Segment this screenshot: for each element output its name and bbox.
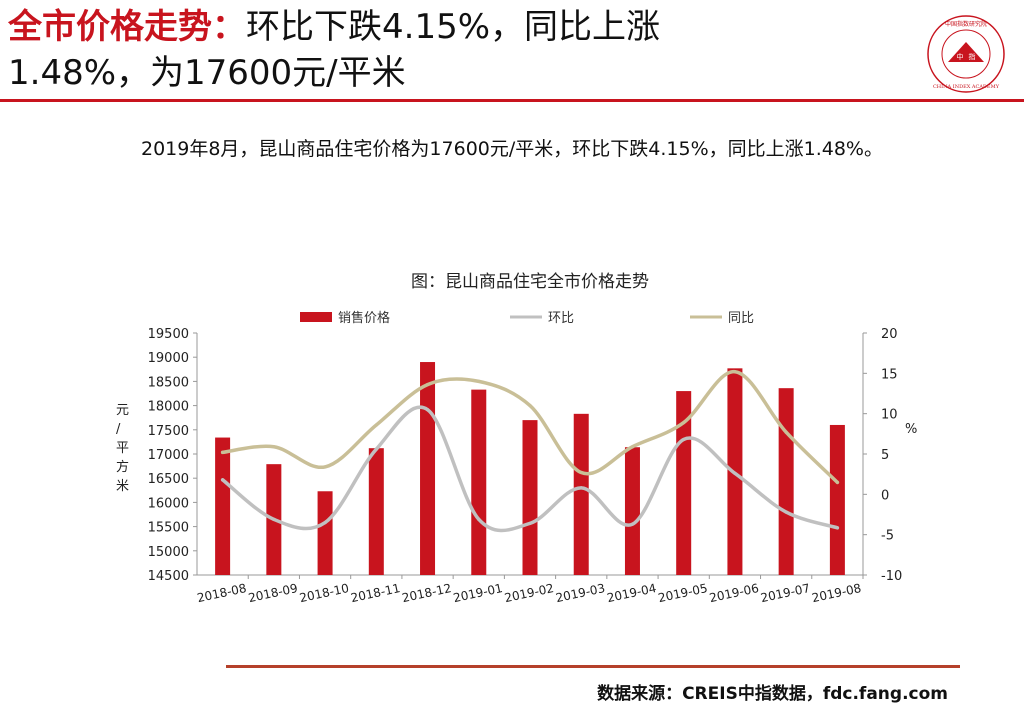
x-tick-label-9: 2019-05 — [657, 581, 709, 605]
point-mom-2018-11 — [374, 447, 378, 451]
x-tick-label-6: 2019-02 — [503, 581, 555, 605]
x-tick-label-7: 2019-03 — [554, 581, 606, 605]
bar-2019-01 — [471, 389, 487, 575]
point-yoy-2018-08 — [221, 450, 225, 454]
x-tick-label-0: 2018-08 — [196, 581, 248, 605]
y2-tick-label-4: 10 — [881, 408, 898, 423]
title-divider — [0, 99, 1024, 102]
bar-2019-03 — [573, 413, 589, 575]
point-mom-2019-07 — [784, 510, 788, 514]
logo-center-a: 中 — [957, 52, 964, 61]
point-mom-2019-03 — [579, 486, 583, 490]
price-trend-chart: 图：昆山商品住宅全市价格走势销售价格 环比 同比 14500 15000 15500 160… — [100, 262, 930, 622]
y2-tick-label-2: 0 — [881, 488, 889, 503]
bar-2018-11 — [368, 448, 384, 575]
logo-text-en: CHINA INDEX ACADEMY — [933, 84, 1000, 90]
point-yoy-2019-02 — [528, 404, 532, 408]
legend-label-1: 环比 — [548, 311, 574, 326]
x-tick-label-1: 2018-09 — [247, 581, 299, 605]
point-mom-2019-05 — [682, 437, 686, 442]
point-yoy-2019-08 — [835, 480, 839, 484]
point-yoy-2019-03 — [579, 470, 583, 475]
point-yoy-2019-01 — [477, 379, 481, 383]
y-tick-label-7: 18000 — [148, 400, 189, 415]
point-yoy-2019-06 — [733, 370, 737, 374]
chart-title: 图：昆山商品住宅全市价格走势 — [411, 272, 649, 292]
y2-tick-label-5: 15 — [881, 367, 898, 382]
y-tick-label-9: 19000 — [148, 351, 189, 366]
point-yoy-2019-07 — [784, 430, 788, 434]
point-mom-2019-01 — [477, 517, 481, 521]
x-tick-label-4: 2018-12 — [401, 581, 453, 605]
point-yoy-2018-12 — [425, 383, 430, 387]
x-tick-label-11: 2019-07 — [759, 581, 811, 605]
y-tick-label-0: 14500 — [148, 569, 189, 584]
bar-2018-08 — [215, 437, 231, 575]
point-yoy-2018-10 — [323, 465, 327, 469]
footer-divider — [226, 665, 960, 668]
y-tick-label-5: 17000 — [148, 448, 189, 463]
point-yoy-2018-11 — [374, 423, 378, 427]
point-mom-2019-06 — [733, 471, 737, 475]
china-index-academy-logo: 中国指数研究院 中 指 CHINA INDEX ACADEMY — [927, 15, 1005, 93]
y2-tick-label-0: -10 — [881, 569, 902, 584]
bar-2018-10 — [317, 491, 333, 575]
x-tick-label-8: 2019-04 — [606, 581, 658, 605]
page-title: 全市价格走势：环比下跌4.15%，同比上涨 1.48%，为17600元/平米 — [8, 4, 908, 96]
bar-2019-04 — [624, 447, 640, 575]
point-yoy-2018-09 — [272, 445, 276, 449]
legend-label-2: 同比 — [728, 311, 754, 326]
bar-2019-07 — [778, 388, 794, 575]
point-mom-2019-02 — [528, 521, 532, 525]
point-mom-2019-08 — [835, 526, 839, 530]
point-yoy-2019-05 — [682, 420, 686, 425]
x-tick-label-12: 2019-08 — [811, 581, 863, 605]
title-highlight: 全市价格走势： — [8, 7, 246, 47]
legend-swatch-0 — [300, 312, 332, 322]
logo-center-b: 指 — [969, 52, 976, 61]
y-tick-label-4: 16500 — [148, 472, 189, 487]
x-tick-label-10: 2019-06 — [708, 581, 760, 605]
legend-label-0: 销售价格 — [338, 310, 390, 326]
summary-text: 2019年8月，昆山商品住宅价格为17600元/平米，环比下跌4.15%，同比上… — [140, 138, 883, 160]
x-tick-label-2: 2018-10 — [298, 581, 350, 605]
y2-tick-label-6: 20 — [881, 327, 898, 342]
title-rest-1: 环比下跌4.15%，同比上涨 — [246, 7, 661, 47]
line-yoy — [220, 369, 840, 485]
y2-tick-label-3: 5 — [881, 448, 889, 463]
point-yoy-2019-04 — [630, 445, 635, 449]
bar-2019-08 — [829, 424, 845, 575]
point-mom-2018-12 — [425, 408, 430, 412]
data-source: 数据来源：CREIS中指数据，fdc.fang.com — [597, 684, 948, 704]
point-mom-2018-09 — [272, 517, 276, 521]
x-tick-label-5: 2019-01 — [452, 581, 504, 605]
y-tick-label-6: 17500 — [148, 424, 189, 439]
point-mom-2019-04 — [630, 522, 635, 526]
y-axis-label: 元/平方米 — [116, 403, 129, 494]
y-tick-label-10: 19500 — [148, 327, 189, 342]
y-tick-label-8: 18500 — [148, 375, 189, 390]
bar-2018-12 — [420, 362, 436, 575]
point-mom-2018-08 — [221, 478, 225, 482]
y2-tick-label-1: -5 — [881, 529, 894, 544]
x-tick-label-3: 2018-11 — [349, 581, 401, 605]
bar-2019-02 — [522, 420, 538, 575]
y2-axis-label: % — [905, 422, 917, 437]
y-tick-label-3: 16000 — [148, 496, 189, 511]
title-rest-2: 1.48%，为17600元/平米 — [8, 53, 406, 93]
y-tick-label-1: 15000 — [148, 545, 189, 560]
point-mom-2018-10 — [323, 520, 327, 525]
y-tick-label-2: 15500 — [148, 521, 189, 536]
logo-text-cn: 中国指数研究院 — [945, 20, 987, 28]
